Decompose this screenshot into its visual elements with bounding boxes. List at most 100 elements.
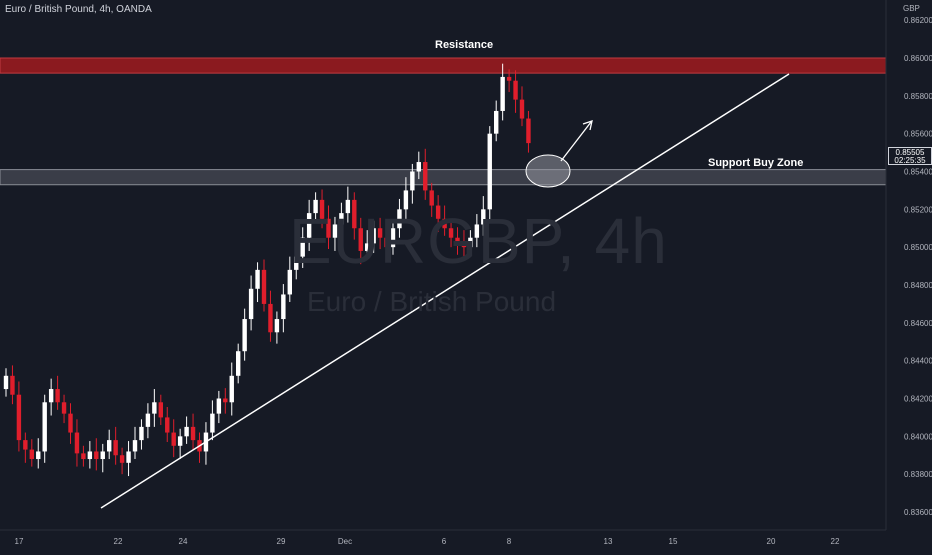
symbol-title: Euro / British Pound, 4h, OANDA: [5, 4, 152, 15]
candle-body: [223, 398, 228, 403]
candle-body: [384, 237, 389, 248]
candle-body: [468, 237, 473, 248]
current-price: 0.85505: [895, 148, 925, 157]
resistance-zone[interactable]: [0, 57, 887, 74]
candle-body: [165, 417, 170, 433]
y-tick-label: 0.84200: [904, 395, 932, 404]
x-tick-label: 29: [277, 537, 286, 546]
x-tick-label: 15: [669, 537, 678, 546]
candle-body: [113, 440, 118, 456]
candle-body: [152, 402, 157, 414]
candle-body: [55, 389, 60, 403]
candle-body: [145, 413, 151, 427]
candle-body: [68, 413, 73, 433]
candle-body: [23, 440, 28, 450]
candle-body: [365, 243, 370, 251]
resistance-label: Resistance: [435, 39, 494, 51]
x-tick-label: 22: [114, 537, 123, 546]
y-tick-label: 0.83800: [904, 470, 932, 479]
candle-body: [371, 228, 376, 244]
candle-body: [81, 453, 86, 460]
candle-body: [229, 375, 234, 403]
candle-body: [177, 436, 183, 446]
candle-body: [29, 449, 34, 460]
candle-body: [16, 394, 22, 441]
price-scale[interactable]: [886, 0, 932, 550]
x-tick-label: 8: [507, 537, 512, 546]
candle-body: [506, 76, 512, 81]
candle-body: [184, 426, 189, 437]
candle-body: [119, 455, 125, 463]
x-tick-label: 6: [442, 537, 447, 546]
candle-body: [397, 209, 402, 229]
candle-body: [287, 269, 292, 295]
y-tick-label: 0.84600: [904, 319, 932, 328]
y-tick-label: 0.85400: [904, 168, 932, 177]
y-tick-label: 0.85200: [904, 205, 932, 214]
y-tick-label: 0.84400: [904, 357, 932, 366]
y-tick-label: 0.85000: [904, 243, 932, 252]
candle-body: [345, 199, 351, 214]
candle-body: [358, 228, 363, 251]
current-price-tag: 0.85505 02:25:35: [888, 147, 932, 165]
candle-body: [87, 451, 93, 460]
candle-body: [416, 162, 421, 172]
candle-body: [94, 451, 99, 460]
x-tick-label: 20: [767, 537, 776, 546]
candle-body: [261, 269, 267, 304]
buy-zone-ellipse[interactable]: [525, 154, 571, 188]
candle-body: [513, 80, 518, 100]
x-tick-label: 22: [831, 537, 840, 546]
candle-body: [448, 228, 454, 238]
candle-body: [132, 440, 138, 452]
trendline[interactable]: [100, 73, 790, 509]
candle-body: [268, 303, 273, 333]
candle-body: [481, 209, 486, 225]
candle-body: [3, 375, 9, 390]
support-zone-label: Support Buy Zone: [708, 157, 804, 169]
bar-countdown: 02:25:35: [894, 156, 926, 165]
candle-body: [500, 76, 505, 111]
candle-body: [107, 440, 112, 452]
candle-body: [429, 190, 434, 206]
x-tick-label: 17: [15, 537, 24, 546]
candle-body: [171, 432, 176, 446]
y-tick-label: 0.83600: [904, 508, 932, 517]
candle-body: [255, 269, 260, 289]
candle-body: [36, 451, 41, 460]
candle-body: [487, 133, 492, 210]
candle-body: [410, 171, 415, 191]
arrow-head: [582, 120, 593, 131]
candle-body: [474, 224, 480, 238]
candle-body: [74, 432, 80, 454]
candle-body: [294, 256, 299, 270]
projection-arrow[interactable]: [560, 121, 592, 162]
time-scale[interactable]: [0, 530, 932, 550]
candle-body: [377, 228, 383, 238]
candle-body: [403, 190, 409, 210]
support-zone[interactable]: [0, 169, 887, 186]
candle-body: [190, 426, 196, 441]
candle-body: [519, 99, 525, 119]
candle-body: [494, 110, 499, 134]
candle-body: [423, 162, 428, 191]
candle-body: [236, 351, 241, 376]
candle-body: [139, 426, 144, 441]
candle-body: [455, 237, 460, 244]
candle-body: [313, 199, 318, 214]
candle-body: [339, 213, 344, 225]
candle-body: [100, 451, 105, 460]
y-tick-label: 0.86000: [904, 54, 932, 63]
candle-body: [326, 218, 331, 238]
candle-body: [216, 398, 222, 414]
candle-body: [10, 375, 15, 395]
y-tick-label: 0.86200: [904, 16, 932, 25]
candle-body: [61, 402, 67, 414]
candle-body: [242, 319, 247, 352]
candle-body: [352, 199, 357, 229]
candle-body: [306, 213, 312, 238]
x-tick-label: Dec: [338, 537, 352, 546]
candle-body: [332, 224, 338, 238]
